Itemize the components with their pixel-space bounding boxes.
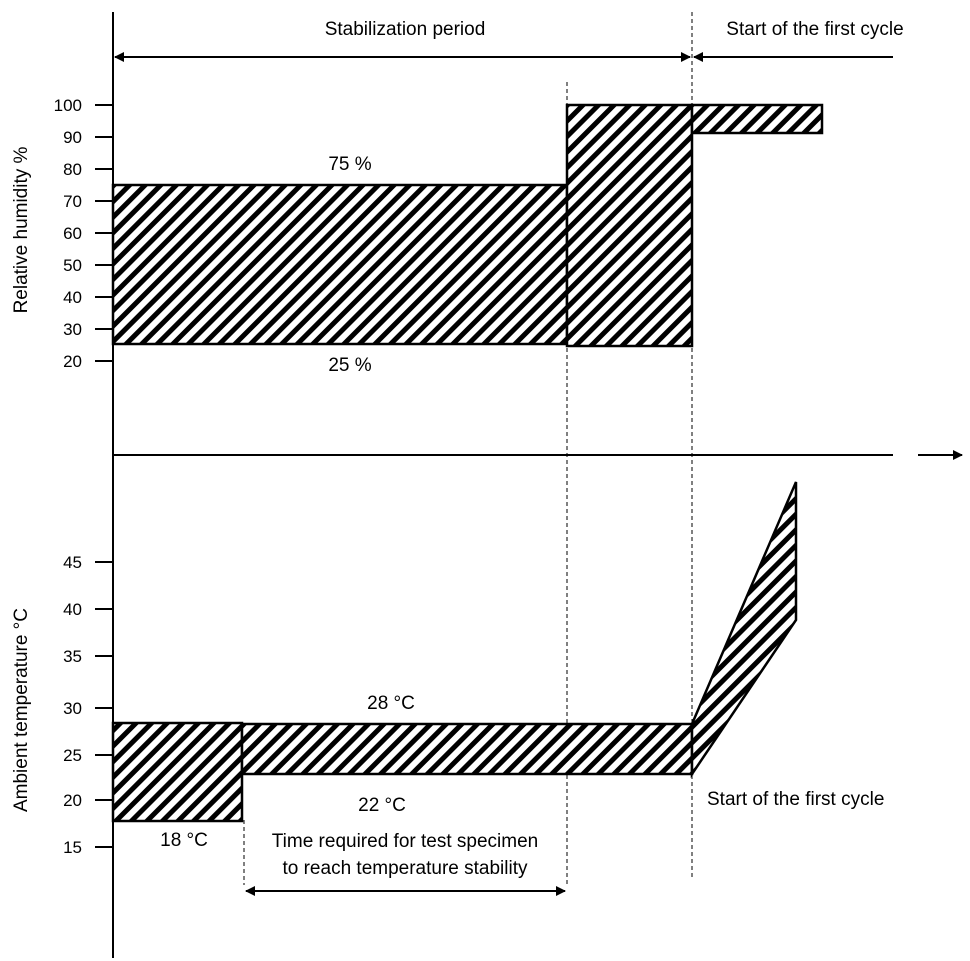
temperature-band-stabilization	[240, 722, 694, 776]
humidity-tick-label: 20	[63, 352, 82, 371]
temperature-tick-label: 35	[63, 647, 82, 666]
humidity-tick-label: 30	[63, 320, 82, 339]
stability-note-line-1: Time required for test specimen	[272, 831, 538, 852]
temperature-tick-label: 30	[63, 699, 82, 718]
temperature-lower-limit-label: 22 °C	[358, 795, 406, 816]
temperature-tick-label: 20	[63, 791, 82, 810]
temperature-axis-title: Ambient temperature °C	[11, 608, 32, 812]
first-cycle-top-label: Start of the first cycle	[726, 19, 903, 40]
first-cycle-bottom-label: Start of the first cycle	[707, 789, 884, 810]
humidity-ticks: 100 90 80 70 60 50 40 30 20	[54, 96, 113, 371]
temperature-tick-label: 25	[63, 746, 82, 765]
humidity-tick-label: 100	[54, 96, 82, 115]
temperature-tick-label: 15	[63, 838, 82, 857]
temperature-tick-label: 45	[63, 553, 82, 572]
temperature-ticks: 45 40 35 30 25 20 15	[63, 553, 113, 857]
humidity-band-stabilization	[111, 183, 569, 346]
humidity-tick-label: 50	[63, 256, 82, 275]
humidity-axis-title: Relative humidity %	[11, 146, 32, 313]
stabilization-period-label: Stabilization period	[325, 19, 486, 40]
humidity-lower-limit-label: 25 %	[328, 355, 371, 376]
temperature-tick-label: 40	[63, 600, 82, 619]
temperature-band-initial	[111, 721, 244, 823]
humidity-band-transition	[565, 103, 694, 348]
humidity-upper-limit-label: 75 %	[328, 154, 371, 175]
humidity-tick-label: 90	[63, 128, 82, 147]
temperature-start-label: 18 °C	[160, 830, 208, 851]
stability-note-line-2: to reach temperature stability	[282, 858, 528, 879]
temperature-upper-limit-label: 28 °C	[367, 693, 415, 714]
humidity-tick-label: 60	[63, 224, 82, 243]
humidity-tick-label: 80	[63, 160, 82, 179]
humidity-tick-label: 70	[63, 192, 82, 211]
humidity-tick-label: 40	[63, 288, 82, 307]
humidity-band-first-cycle	[690, 103, 824, 135]
temperature-ramp-first-cycle	[690, 481, 798, 779]
